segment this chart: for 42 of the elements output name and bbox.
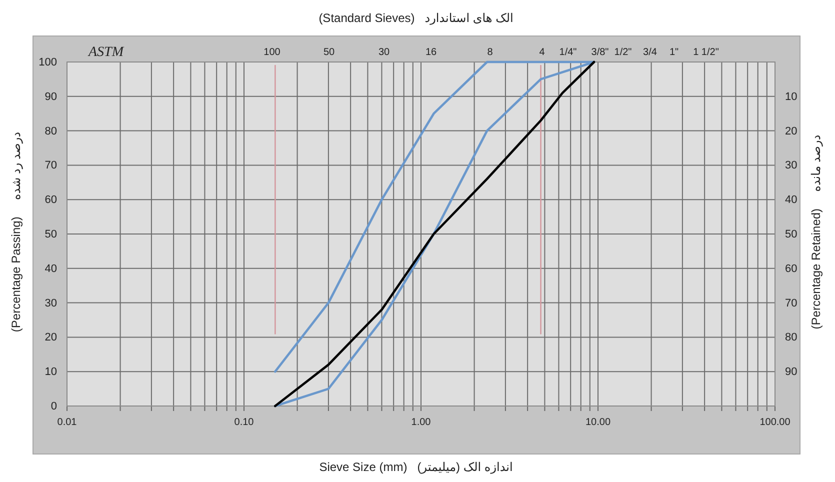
text: 1/4" bbox=[559, 47, 578, 58]
y-tick-label: 50 bbox=[44, 228, 57, 241]
x-tick-label: 0.10 bbox=[234, 417, 254, 428]
text: 30 bbox=[378, 47, 390, 58]
y-axis-title: (Percentage Passing) درصد رد شده bbox=[9, 132, 23, 332]
text: 4 bbox=[539, 47, 546, 58]
text: 50 bbox=[323, 47, 335, 58]
x-axis-title: Sieve Size (mm) اندازه الک (میلیمتر) bbox=[319, 460, 513, 474]
text: 16 bbox=[425, 47, 437, 58]
y2-tick-label: 50 bbox=[785, 228, 798, 241]
y-tick-label: 30 bbox=[44, 297, 57, 310]
y-tick-label: 40 bbox=[44, 262, 57, 275]
y2-tick-label: 40 bbox=[785, 194, 798, 206]
y2-tick-label: 30 bbox=[785, 160, 798, 172]
y2-tick-label: 90 bbox=[785, 366, 798, 378]
y-tick-label: 90 bbox=[44, 90, 57, 103]
x-tick-label: 100.00 bbox=[760, 417, 791, 428]
y-tick-label: 60 bbox=[44, 194, 57, 206]
x-tick-label: 10.00 bbox=[585, 417, 611, 428]
y-tick-label: 20 bbox=[44, 332, 57, 344]
text: ASTM bbox=[88, 45, 125, 60]
y-tick-label: 0 bbox=[50, 400, 57, 413]
y-tick-label: 70 bbox=[44, 160, 57, 172]
y-tick-label: 80 bbox=[44, 125, 57, 138]
x-tick-label: 1.00 bbox=[411, 417, 432, 428]
text: 1" bbox=[669, 47, 679, 58]
y2-tick-label: 80 bbox=[785, 332, 798, 344]
y-tick-label: 100 bbox=[38, 56, 57, 69]
text: 1 1/2" bbox=[693, 47, 720, 58]
y-tick-label: 10 bbox=[44, 366, 57, 378]
y2-tick-label: 10 bbox=[785, 90, 798, 103]
y2-tick-label: 20 bbox=[785, 125, 798, 138]
y2-tick-label: 70 bbox=[785, 297, 798, 310]
y2-axis-title: (Percentage Retained) درصد مانده bbox=[809, 134, 823, 330]
text: 100 bbox=[264, 47, 281, 58]
text: 3/4 bbox=[643, 47, 658, 58]
x-tick-label: 0.01 bbox=[57, 417, 78, 428]
text: 8 bbox=[487, 47, 494, 58]
text: 3/8" bbox=[591, 47, 610, 58]
chart-title: (Standard Sieves) الک های استاندارد bbox=[318, 11, 514, 25]
text: 1/2" bbox=[614, 47, 632, 58]
y2-tick-label: 60 bbox=[785, 262, 798, 275]
